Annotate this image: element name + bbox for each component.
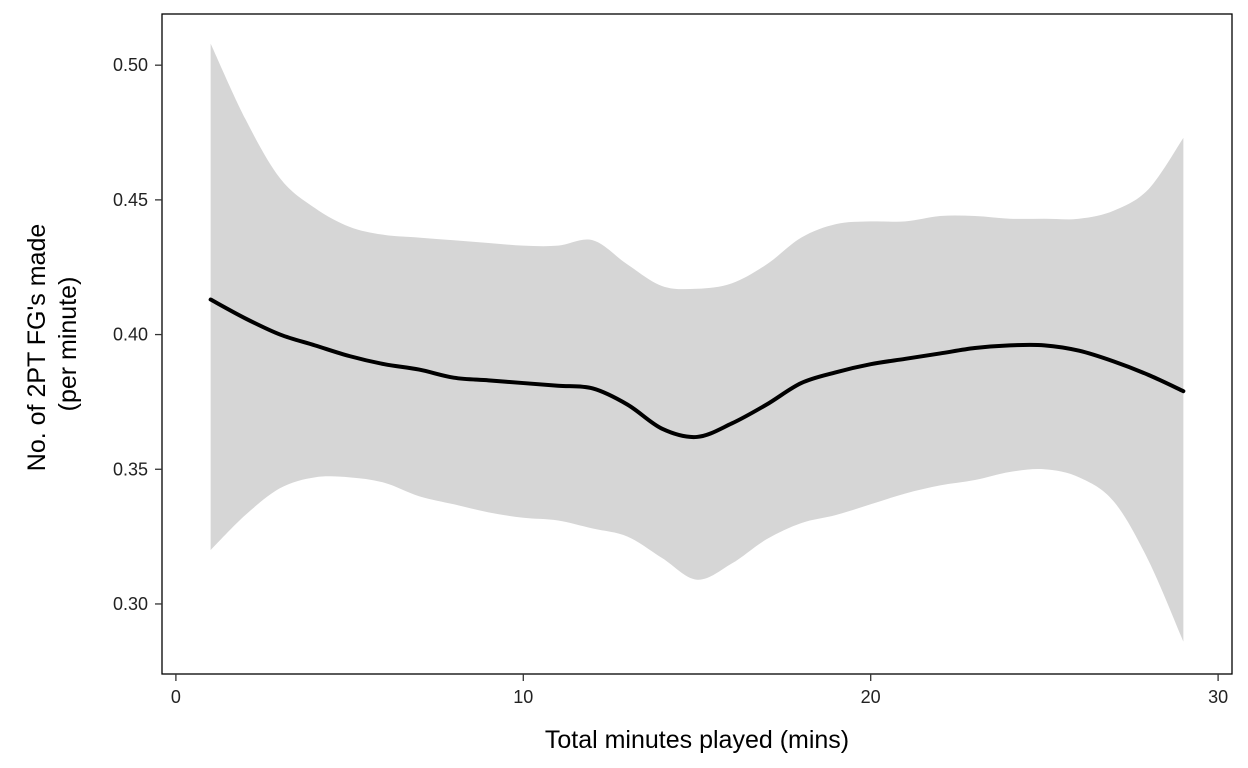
y-axis: 0.30 0.35 0.40 0.45 0.50 [113, 55, 162, 614]
x-axis: 0 10 20 30 [171, 674, 1228, 707]
y-axis-title-line-1: No. of 2PT FG's made [23, 224, 51, 471]
x-tick-label: 30 [1208, 687, 1228, 707]
y-tick-label: 0.45 [113, 190, 148, 210]
plot-border [161, 13, 1233, 675]
y-tick-label: 0.40 [113, 325, 148, 345]
plot-panel [161, 13, 1233, 675]
x-tick-label: 20 [861, 687, 881, 707]
y-tick-label: 0.35 [113, 459, 148, 479]
y-axis-title: No. of 2PT FG's made (per minute) [23, 217, 82, 471]
x-tick-label: 10 [513, 687, 533, 707]
y-tick-label: 0.30 [113, 594, 148, 614]
x-axis-title: Total minutes played (mins) [545, 726, 849, 754]
x-tick-label: 0 [171, 687, 181, 707]
fitted-line [208, 297, 1186, 440]
y-axis-title-line-2: (per minute) [54, 277, 82, 412]
y-tick-label: 0.50 [113, 55, 148, 75]
confidence-band [210, 43, 1184, 642]
